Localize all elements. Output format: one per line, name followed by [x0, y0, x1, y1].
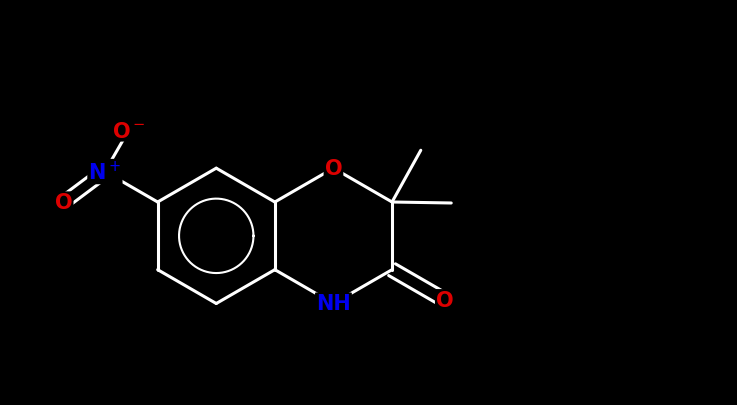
Text: O: O: [55, 193, 72, 213]
Text: O$^-$: O$^-$: [112, 121, 145, 141]
Text: NH: NH: [316, 294, 351, 314]
Text: O: O: [436, 290, 453, 310]
Text: N$^+$: N$^+$: [88, 160, 122, 184]
Text: O: O: [324, 159, 342, 179]
